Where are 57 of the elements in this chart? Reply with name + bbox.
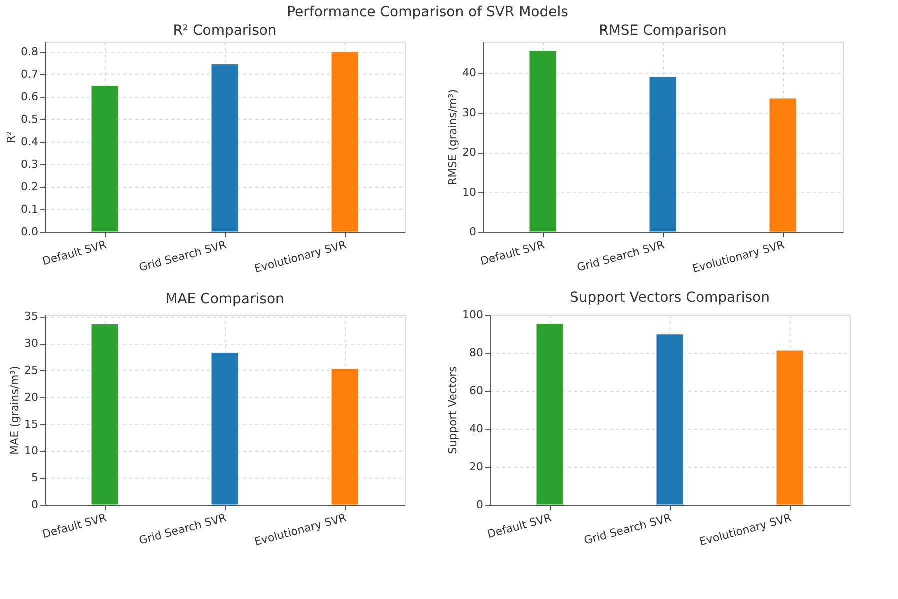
- y-tick-label: 0.7: [21, 68, 38, 81]
- chart-title: Support Vectors Comparison: [570, 290, 770, 306]
- bar: [536, 323, 564, 506]
- y-axis-title: MAE (grains/m³): [8, 366, 22, 455]
- chart-title: MAE Comparison: [166, 292, 284, 308]
- bar: [769, 98, 797, 232]
- y-tick-label: 10: [462, 186, 476, 199]
- y-tick-label: 0.3: [21, 158, 38, 171]
- x-tick-label: Default SVR: [41, 238, 108, 268]
- y-tick-label: 40: [462, 66, 476, 80]
- y-tick-label: 25: [24, 364, 38, 377]
- y-tick-label: 0.5: [21, 112, 38, 126]
- bar: [776, 350, 804, 506]
- y-tick-label: 0: [32, 498, 38, 512]
- x-tick-label: Default SVR: [41, 511, 108, 542]
- bar: [211, 64, 239, 232]
- y-tick-label: 0.8: [21, 45, 38, 58]
- x-tick-label: Default SVR: [479, 238, 546, 268]
- y-tick-label: 40: [470, 422, 484, 436]
- y-tick-label: 15: [24, 418, 38, 431]
- x-tick-label: Grid Search SVR: [138, 511, 228, 548]
- bar: [656, 334, 684, 506]
- bar: [91, 324, 119, 506]
- y-tick-label: 30: [462, 106, 476, 120]
- x-tick-label: Grid Search SVR: [576, 238, 666, 274]
- x-tick-label: Grid Search SVR: [138, 238, 228, 274]
- y-tick-label: 20: [462, 146, 476, 159]
- y-axis-title: Support Vectors: [446, 366, 460, 454]
- bar: [211, 352, 239, 506]
- bar: [529, 50, 557, 232]
- y-tick-label: 80: [470, 346, 484, 360]
- y-tick-label: 0.2: [21, 180, 38, 194]
- y-axis-title: RMSE (grains/m³): [446, 90, 460, 186]
- y-tick-label: 0.1: [21, 202, 38, 216]
- y-tick-label: 0: [476, 498, 484, 512]
- bar: [649, 76, 677, 232]
- y-tick-label: 30: [24, 337, 38, 350]
- y-tick-label: 60: [470, 384, 484, 398]
- y-tick-label: 5: [32, 472, 38, 485]
- y-tick-label: 0.6: [21, 90, 38, 104]
- y-tick-label: 100: [462, 308, 484, 322]
- x-tick-label: Default SVR: [486, 511, 554, 542]
- y-tick-label: 0.0: [21, 226, 38, 238]
- y-tick-label: 20: [24, 390, 38, 404]
- bar: [91, 85, 119, 232]
- chart-title: RMSE Comparison: [599, 23, 727, 39]
- y-tick-label: 0.4: [21, 135, 38, 148]
- chart-title: R² Comparison: [173, 23, 277, 39]
- bar: [331, 52, 359, 232]
- bar: [331, 368, 359, 506]
- y-axis-title: R²: [5, 131, 18, 144]
- text: Performance Comparison of SVR Models: [287, 4, 568, 20]
- y-tick-label: 10: [24, 444, 38, 458]
- y-tick-label: 20: [470, 460, 484, 474]
- y-tick-label: 35: [24, 310, 38, 324]
- y-tick-label: 0: [470, 226, 476, 238]
- x-tick-label: Grid Search SVR: [582, 511, 674, 548]
